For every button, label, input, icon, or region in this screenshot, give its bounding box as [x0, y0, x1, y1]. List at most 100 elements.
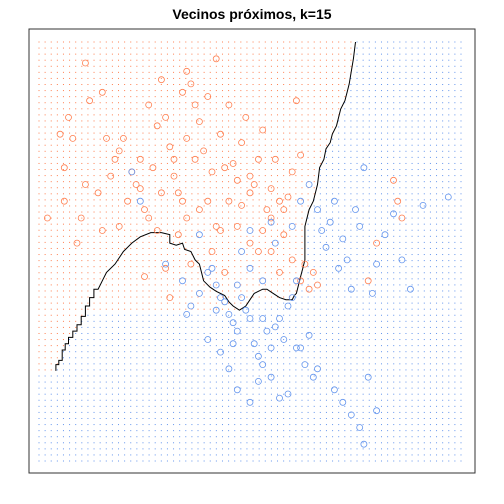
grid-dot-orange: [191, 47, 193, 49]
grid-dot-blue: [399, 175, 401, 177]
grid-dot-orange: [81, 235, 83, 237]
grid-dot-orange: [258, 102, 260, 104]
grid-dot-orange: [209, 132, 211, 134]
grid-dot-orange: [38, 278, 40, 280]
grid-dot-blue: [368, 369, 370, 371]
grid-dot-blue: [411, 320, 413, 322]
grid-dot-orange: [130, 47, 132, 49]
grid-dot-blue: [234, 460, 236, 462]
grid-dot-blue: [374, 417, 376, 419]
grid-dot-orange: [38, 314, 40, 316]
grid-dot-blue: [429, 229, 431, 231]
grid-dot-orange: [87, 266, 89, 268]
grid-dot-blue: [405, 284, 407, 286]
grid-dot-blue: [105, 369, 107, 371]
grid-dot-orange: [173, 223, 175, 225]
grid-dot-orange: [209, 47, 211, 49]
grid-dot-blue: [417, 65, 419, 67]
grid-dot-orange: [270, 90, 272, 92]
grid-dot-blue: [454, 241, 456, 243]
grid-dot-blue: [38, 460, 40, 462]
grid-dot-blue: [411, 247, 413, 249]
grid-dot-blue: [368, 442, 370, 444]
grid-dot-orange: [136, 308, 138, 310]
grid-dot-blue: [295, 430, 297, 432]
grid-dot-orange: [240, 217, 242, 219]
grid-dot-blue: [130, 314, 132, 316]
grid-dot-blue: [405, 381, 407, 383]
grid-dot-orange: [154, 290, 156, 292]
grid-dot-blue: [350, 223, 352, 225]
grid-dot-orange: [44, 266, 46, 268]
grid-dot-orange: [179, 284, 181, 286]
grid-dot-blue: [332, 381, 334, 383]
grid-dot-orange: [87, 84, 89, 86]
grid-dot-orange: [197, 138, 199, 140]
grid-dot-blue: [240, 448, 242, 450]
grid-dot-blue: [405, 90, 407, 92]
grid-dot-orange: [173, 260, 175, 262]
grid-dot-orange: [148, 199, 150, 201]
grid-dot-orange: [160, 272, 162, 274]
grid-dot-blue: [50, 405, 52, 407]
grid-dot-blue: [350, 375, 352, 377]
grid-dot-blue: [374, 254, 376, 256]
grid-dot-orange: [283, 217, 285, 219]
grid-dot-orange: [332, 96, 334, 98]
point-orange: [250, 181, 258, 188]
grid-dot-blue: [362, 223, 364, 225]
grid-dot-blue: [368, 314, 370, 316]
grid-dot-blue: [368, 169, 370, 171]
grid-dot-orange: [118, 150, 120, 152]
grid-dot-blue: [191, 436, 193, 438]
grid-dot-blue: [436, 96, 438, 98]
grid-dot-orange: [99, 47, 101, 49]
grid-dot-orange: [111, 254, 113, 256]
grid-dot-orange: [166, 193, 168, 195]
grid-dot-blue: [393, 156, 395, 158]
grid-dot-orange: [142, 126, 144, 128]
grid-dot-orange: [87, 144, 89, 146]
grid-dot-orange: [215, 211, 217, 213]
grid-dot-orange: [160, 181, 162, 183]
grid-dot-blue: [405, 308, 407, 310]
grid-dot-blue: [246, 369, 248, 371]
grid-dot-blue: [44, 436, 46, 438]
grid-dot-orange: [283, 205, 285, 207]
grid-dot-orange: [87, 108, 89, 110]
grid-dot-blue: [319, 454, 321, 456]
grid-dot-blue: [448, 53, 450, 55]
grid-dot-orange: [130, 84, 132, 86]
grid-dot-blue: [368, 326, 370, 328]
grid-dot-blue: [436, 302, 438, 304]
grid-dot-orange: [173, 108, 175, 110]
grid-dot-orange: [87, 96, 89, 98]
grid-dot-orange: [325, 77, 327, 79]
grid-dot-blue: [325, 199, 327, 201]
grid-dot-orange: [270, 211, 272, 213]
grid-dot-orange: [209, 211, 211, 213]
grid-dot-orange: [289, 114, 291, 116]
grid-dot-orange: [105, 169, 107, 171]
grid-dot-orange: [160, 90, 162, 92]
grid-dot-blue: [264, 320, 266, 322]
grid-dot-blue: [99, 320, 101, 322]
grid-dot-blue: [362, 108, 364, 110]
grid-dot-blue: [338, 284, 340, 286]
grid-dot-orange: [277, 211, 279, 213]
grid-dot-blue: [429, 247, 431, 249]
grid-dot-orange: [160, 150, 162, 152]
point-orange: [69, 134, 77, 142]
point-orange: [246, 239, 254, 247]
grid-dot-orange: [221, 156, 223, 158]
grid-dot-orange: [185, 241, 187, 243]
grid-dot-orange: [130, 290, 132, 292]
grid-dot-orange: [111, 247, 113, 249]
grid-dot-blue: [258, 454, 260, 456]
grid-dot-orange: [87, 205, 89, 207]
grid-dot-blue: [307, 405, 309, 407]
grid-dot-orange: [105, 132, 107, 134]
grid-dot-orange: [81, 71, 83, 73]
grid-dot-blue: [99, 339, 101, 341]
grid-dot-orange: [295, 223, 297, 225]
